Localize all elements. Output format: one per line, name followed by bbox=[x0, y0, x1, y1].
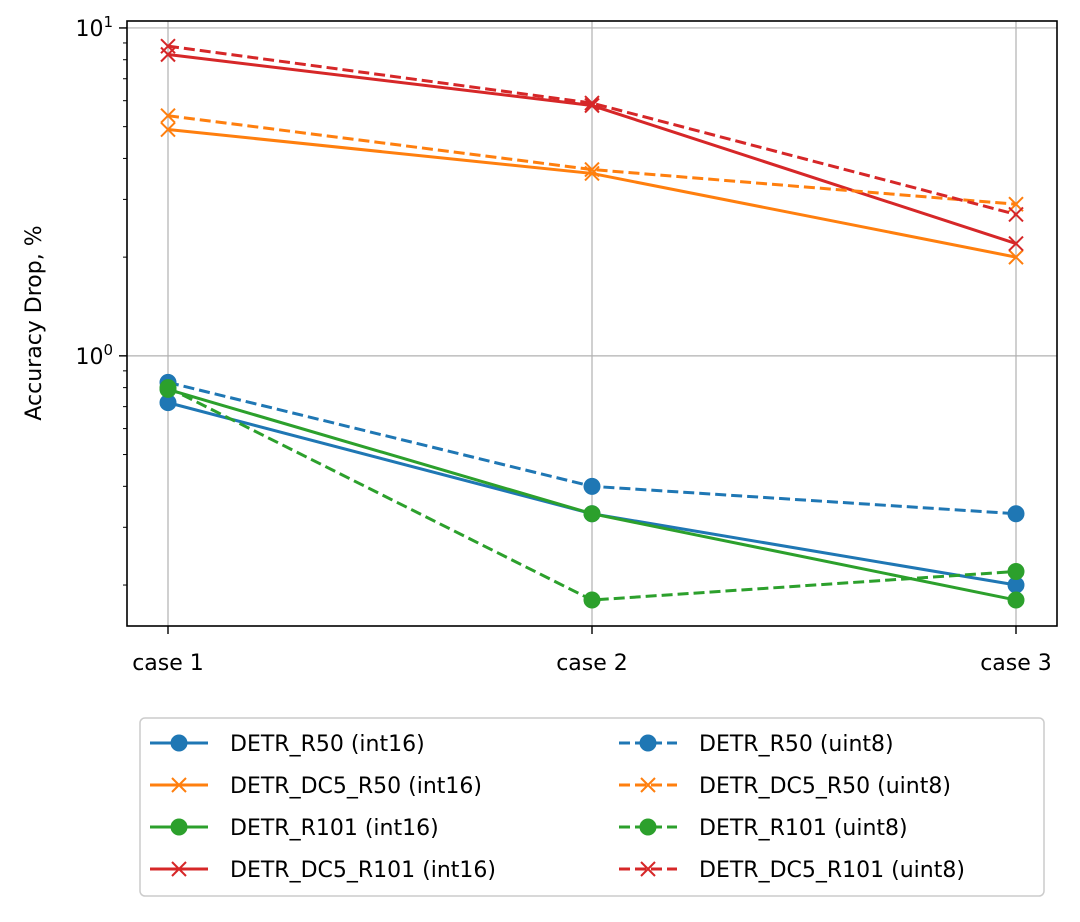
legend-box bbox=[139, 717, 1045, 897]
data-point bbox=[1007, 505, 1025, 523]
data-point bbox=[583, 591, 601, 609]
legend-label: DETR_DC5_R50 (int16) bbox=[230, 774, 482, 799]
legend-label: DETR_R50 (int16) bbox=[230, 732, 425, 757]
legend-item: DETR_R101 (int16) bbox=[150, 816, 439, 841]
data-point bbox=[171, 777, 187, 793]
data-point bbox=[584, 95, 600, 111]
y-axis-label: Accuracy Drop, % bbox=[22, 225, 47, 420]
data-point bbox=[1008, 206, 1024, 223]
legend: DETR_R50 (int16) DETR_DC5_R50 (int16) DETR… bbox=[139, 717, 1045, 897]
series-line bbox=[167, 114, 1017, 206]
legend-label: DETR_R50 (uint8) bbox=[699, 732, 894, 757]
legend-label: DETR_R101 (int16) bbox=[230, 816, 439, 841]
data-point bbox=[160, 121, 176, 138]
data-point bbox=[170, 818, 188, 836]
x-tick-label: case 3 bbox=[980, 651, 1052, 676]
series-detr-r101-uint8- bbox=[159, 379, 1025, 609]
data-point bbox=[584, 161, 600, 178]
data-point bbox=[170, 734, 188, 752]
legend-label: DETR_DC5_R50 (uint8) bbox=[699, 774, 951, 799]
data-point bbox=[639, 734, 657, 752]
legend-item: DETR_DC5_R50 (uint8) bbox=[619, 774, 951, 799]
data-point bbox=[1007, 591, 1025, 609]
legend-item: DETR_R50 (int16) bbox=[150, 732, 425, 757]
series-line bbox=[167, 44, 1017, 216]
data-point bbox=[583, 477, 601, 495]
legend-label: DETR_DC5_R101 (int16) bbox=[230, 858, 496, 883]
legend-item: DETR_DC5_R101 (uint8) bbox=[619, 858, 965, 883]
data-point bbox=[160, 107, 176, 124]
plot-series bbox=[159, 38, 1025, 609]
legend-item: DETR_R101 (uint8) bbox=[619, 816, 908, 841]
axes: case 1 case 2 case 3 100 101 bbox=[75, 13, 1051, 676]
data-point bbox=[640, 861, 656, 877]
x-tick-label: case 1 bbox=[132, 651, 204, 676]
series-detr-dc5-r101-uint8- bbox=[160, 38, 1024, 223]
data-point bbox=[160, 38, 176, 54]
y-tick-label: 101 bbox=[75, 13, 113, 42]
data-point bbox=[159, 379, 177, 397]
legend-item: DETR_DC5_R50 (int16) bbox=[150, 774, 482, 799]
y-tick-label: 100 bbox=[75, 341, 113, 370]
legend-item: DETR_R50 (uint8) bbox=[619, 732, 894, 757]
data-point bbox=[640, 777, 656, 793]
data-point bbox=[1008, 235, 1024, 252]
data-point bbox=[584, 97, 600, 114]
grid bbox=[127, 21, 1057, 626]
data-point bbox=[1008, 249, 1024, 265]
data-point bbox=[171, 861, 187, 877]
data-point bbox=[639, 818, 657, 836]
legend-item: DETR_DC5_R101 (int16) bbox=[150, 858, 496, 883]
data-point bbox=[583, 505, 601, 523]
data-point bbox=[1007, 562, 1025, 580]
legend-label: DETR_R101 (uint8) bbox=[699, 816, 908, 841]
legend-label: DETR_DC5_R101 (uint8) bbox=[699, 858, 965, 883]
x-tick-label: case 2 bbox=[556, 651, 628, 676]
